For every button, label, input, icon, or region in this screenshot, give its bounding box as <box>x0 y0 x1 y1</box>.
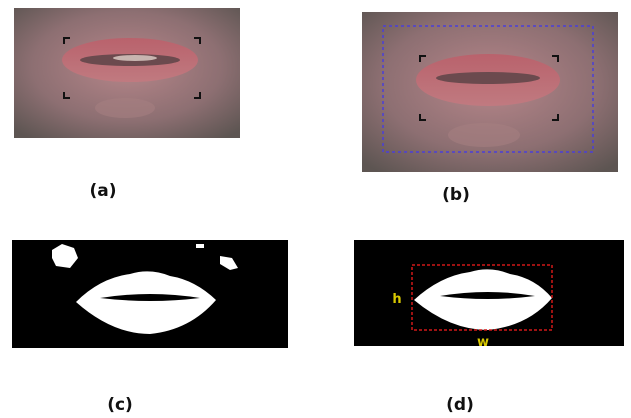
panel-label: (c) <box>107 395 133 415</box>
photo-a <box>14 8 240 138</box>
panel-label: (a) <box>89 181 116 201</box>
mask-c <box>12 240 288 348</box>
width-label: w <box>477 335 489 350</box>
panel-label: (d) <box>446 395 474 415</box>
panel-label: (b) <box>442 185 470 205</box>
photo-b <box>362 12 618 172</box>
figure: (a) (b) (c) h w (d) <box>0 0 631 418</box>
height-label: h <box>392 292 401 307</box>
